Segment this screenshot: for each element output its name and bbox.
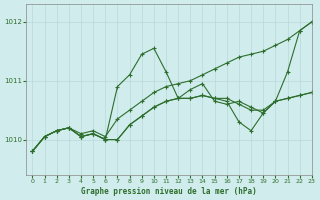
X-axis label: Graphe pression niveau de la mer (hPa): Graphe pression niveau de la mer (hPa): [81, 187, 257, 196]
